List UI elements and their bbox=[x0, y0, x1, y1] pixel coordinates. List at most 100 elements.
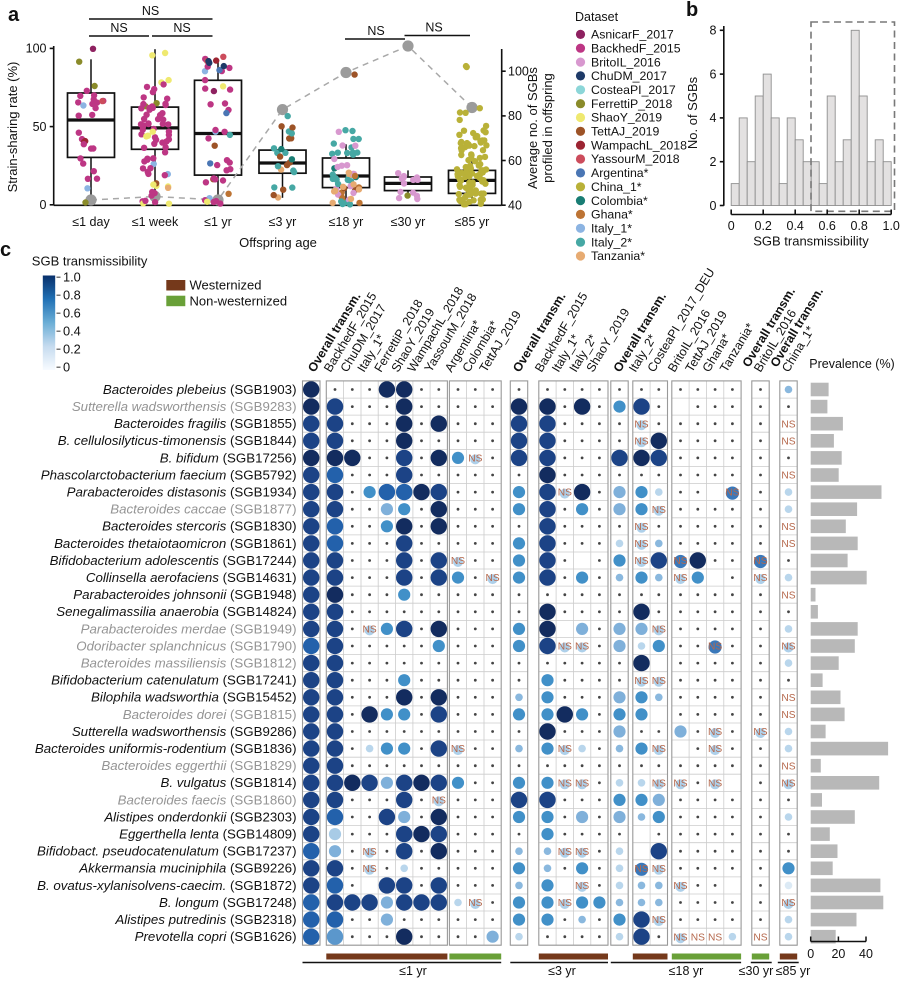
svg-text:NS: NS bbox=[652, 676, 666, 687]
svg-text:0: 0 bbox=[40, 198, 47, 212]
svg-text:NS: NS bbox=[781, 419, 795, 430]
svg-text:Eggerthella lenta (SGB14809): Eggerthella lenta (SGB14809) bbox=[119, 827, 296, 842]
svg-text:NS: NS bbox=[652, 778, 666, 789]
svg-text:Alistipes onderdonkii (SGB2303: Alistipes onderdonkii (SGB2303) bbox=[103, 809, 296, 824]
svg-text:100: 100 bbox=[508, 65, 529, 79]
svg-text:NS: NS bbox=[173, 21, 190, 35]
svg-text:0.6: 0.6 bbox=[819, 219, 836, 233]
svg-text:NS: NS bbox=[363, 625, 377, 636]
svg-text:≤30 yr: ≤30 yr bbox=[391, 215, 426, 229]
svg-text:NS: NS bbox=[781, 590, 795, 601]
svg-text:Parabacteroides johnsonii (SGB: Parabacteroides johnsonii (SGB1948) bbox=[73, 587, 296, 602]
svg-text:NS: NS bbox=[634, 522, 648, 533]
svg-text:NS: NS bbox=[753, 556, 767, 567]
svg-text:NS: NS bbox=[753, 727, 767, 738]
svg-text:Prevotella copri (SGB1626): Prevotella copri (SGB1626) bbox=[135, 929, 297, 944]
svg-text:Strain-sharing rate (%): Strain-sharing rate (%) bbox=[5, 62, 20, 193]
svg-text:NS: NS bbox=[142, 4, 159, 18]
svg-text:1.0: 1.0 bbox=[883, 219, 900, 233]
svg-text:NS: NS bbox=[652, 744, 666, 755]
svg-text:40: 40 bbox=[508, 199, 522, 213]
svg-text:SGB transmissibility: SGB transmissibility bbox=[32, 254, 148, 269]
svg-text:BritoIL_2016: BritoIL_2016 bbox=[591, 55, 661, 69]
svg-text:NS: NS bbox=[468, 454, 482, 465]
svg-text:ShaoY_2019: ShaoY_2019 bbox=[591, 111, 662, 125]
svg-text:NS: NS bbox=[708, 744, 722, 755]
svg-text:NS: NS bbox=[753, 573, 767, 584]
svg-text:Tanzania*: Tanzania* bbox=[591, 249, 645, 263]
svg-text:NS: NS bbox=[634, 556, 648, 567]
svg-text:Average no. of SGBs: Average no. of SGBs bbox=[525, 67, 540, 189]
svg-text:NS: NS bbox=[558, 847, 572, 858]
svg-text:50: 50 bbox=[33, 120, 47, 134]
svg-text:≤85 yr: ≤85 yr bbox=[776, 964, 811, 978]
svg-text:4: 4 bbox=[710, 111, 717, 125]
svg-text:Bacteroides uniformis-rodentiu: Bacteroides uniformis-rodentium (SGB1836… bbox=[35, 741, 297, 756]
svg-text:Bacteroides caccae (SGB1877): Bacteroides caccae (SGB1877) bbox=[110, 502, 296, 517]
svg-text:NS: NS bbox=[781, 539, 795, 550]
svg-text:No. of SGBs: No. of SGBs bbox=[685, 76, 700, 149]
svg-text:NS: NS bbox=[781, 522, 795, 533]
svg-text:0.8: 0.8 bbox=[851, 219, 868, 233]
svg-text:0.4: 0.4 bbox=[787, 219, 804, 233]
svg-text:SGB transmissibility: SGB transmissibility bbox=[753, 234, 869, 249]
svg-text:NS: NS bbox=[781, 471, 795, 482]
svg-text:NS: NS bbox=[673, 556, 687, 567]
svg-text:NS: NS bbox=[781, 710, 795, 721]
svg-text:NS: NS bbox=[575, 881, 589, 892]
svg-text:≤1 yr: ≤1 yr bbox=[204, 215, 232, 229]
svg-text:b: b bbox=[686, 0, 698, 21]
svg-text:B. longum (SGB17248): B. longum (SGB17248) bbox=[159, 895, 296, 910]
svg-text:NS: NS bbox=[558, 898, 572, 909]
svg-text:0.2: 0.2 bbox=[63, 342, 81, 357]
svg-text:NS: NS bbox=[558, 642, 572, 653]
svg-text:NS: NS bbox=[558, 778, 572, 789]
svg-text:Bacteroides eggerthii (SGB1829: Bacteroides eggerthii (SGB1829) bbox=[101, 758, 296, 773]
svg-text:0.6: 0.6 bbox=[63, 306, 81, 321]
svg-text:≤18 yr: ≤18 yr bbox=[329, 215, 364, 229]
svg-text:Parabacteroides distasonis (SG: Parabacteroides distasonis (SGB1934) bbox=[67, 485, 297, 500]
svg-text:c: c bbox=[0, 239, 11, 261]
svg-text:NS: NS bbox=[708, 727, 722, 738]
svg-text:Bacteroides faecis (SGB1860): Bacteroides faecis (SGB1860) bbox=[118, 792, 297, 807]
svg-text:Bacteroides massiliensis (SGB1: Bacteroides massiliensis (SGB1812) bbox=[81, 656, 297, 671]
svg-text:Italy_2*: Italy_2* bbox=[591, 235, 632, 249]
svg-text:CosteaPI_2017: CosteaPI_2017 bbox=[591, 83, 676, 97]
svg-text:60: 60 bbox=[508, 154, 522, 168]
svg-text:NS: NS bbox=[781, 642, 795, 653]
svg-text:NS: NS bbox=[363, 847, 377, 858]
svg-text:NS: NS bbox=[753, 932, 767, 943]
svg-text:≤1 week: ≤1 week bbox=[132, 215, 179, 229]
svg-text:Non-westernized: Non-westernized bbox=[190, 293, 288, 308]
svg-text:China_1*: China_1* bbox=[591, 180, 642, 194]
svg-text:0: 0 bbox=[728, 219, 735, 233]
svg-text:Akkermansia muciniphila (SGB92: Akkermansia muciniphila (SGB9226) bbox=[78, 861, 296, 876]
svg-text:Bacteroides thetaiotaomicron (: Bacteroides thetaiotaomicron (SGB1861) bbox=[54, 536, 296, 551]
svg-text:NS: NS bbox=[691, 932, 705, 943]
svg-text:profiled in offspring: profiled in offspring bbox=[540, 73, 555, 183]
svg-text:0.8: 0.8 bbox=[63, 288, 81, 303]
svg-text:NS: NS bbox=[110, 21, 127, 35]
svg-text:NS: NS bbox=[575, 847, 589, 858]
svg-text:Collinsella aerofaciens (SGB14: Collinsella aerofaciens (SGB14631) bbox=[86, 570, 297, 585]
svg-text:Phascolarctobacterium faecium: Phascolarctobacterium faecium (SGB5792) bbox=[41, 467, 297, 482]
svg-text:NS: NS bbox=[781, 898, 795, 909]
svg-text:2: 2 bbox=[710, 155, 717, 169]
svg-text:Bacteroides stercoris (SGB1830: Bacteroides stercoris (SGB1830) bbox=[102, 519, 296, 534]
svg-text:6: 6 bbox=[710, 67, 717, 81]
svg-text:NS: NS bbox=[708, 932, 722, 943]
svg-text:NS: NS bbox=[652, 625, 666, 636]
svg-text:80: 80 bbox=[508, 109, 522, 123]
svg-text:B. cellulosilyticus-timonensis: B. cellulosilyticus-timonensis (SGB1844) bbox=[58, 433, 297, 448]
svg-text:FerrettiP_2018: FerrettiP_2018 bbox=[591, 97, 673, 111]
svg-text:Italy_1*: Italy_1* bbox=[591, 222, 632, 236]
svg-text:YassourM_2018: YassourM_2018 bbox=[591, 152, 680, 166]
svg-text:NS: NS bbox=[468, 898, 482, 909]
svg-text:Offspring age: Offspring age bbox=[239, 235, 317, 250]
svg-text:Sutterella wadsworthensis (SGB: Sutterella wadsworthensis (SGB9283) bbox=[72, 399, 297, 414]
svg-text:NS: NS bbox=[781, 693, 795, 704]
svg-text:NS: NS bbox=[575, 778, 589, 789]
svg-text:NS: NS bbox=[425, 21, 442, 35]
svg-text:Odoribacter splanchnicus (SGB1: Odoribacter splanchnicus (SGB1790) bbox=[76, 638, 296, 653]
svg-text:≤30 yr: ≤30 yr bbox=[739, 964, 774, 978]
